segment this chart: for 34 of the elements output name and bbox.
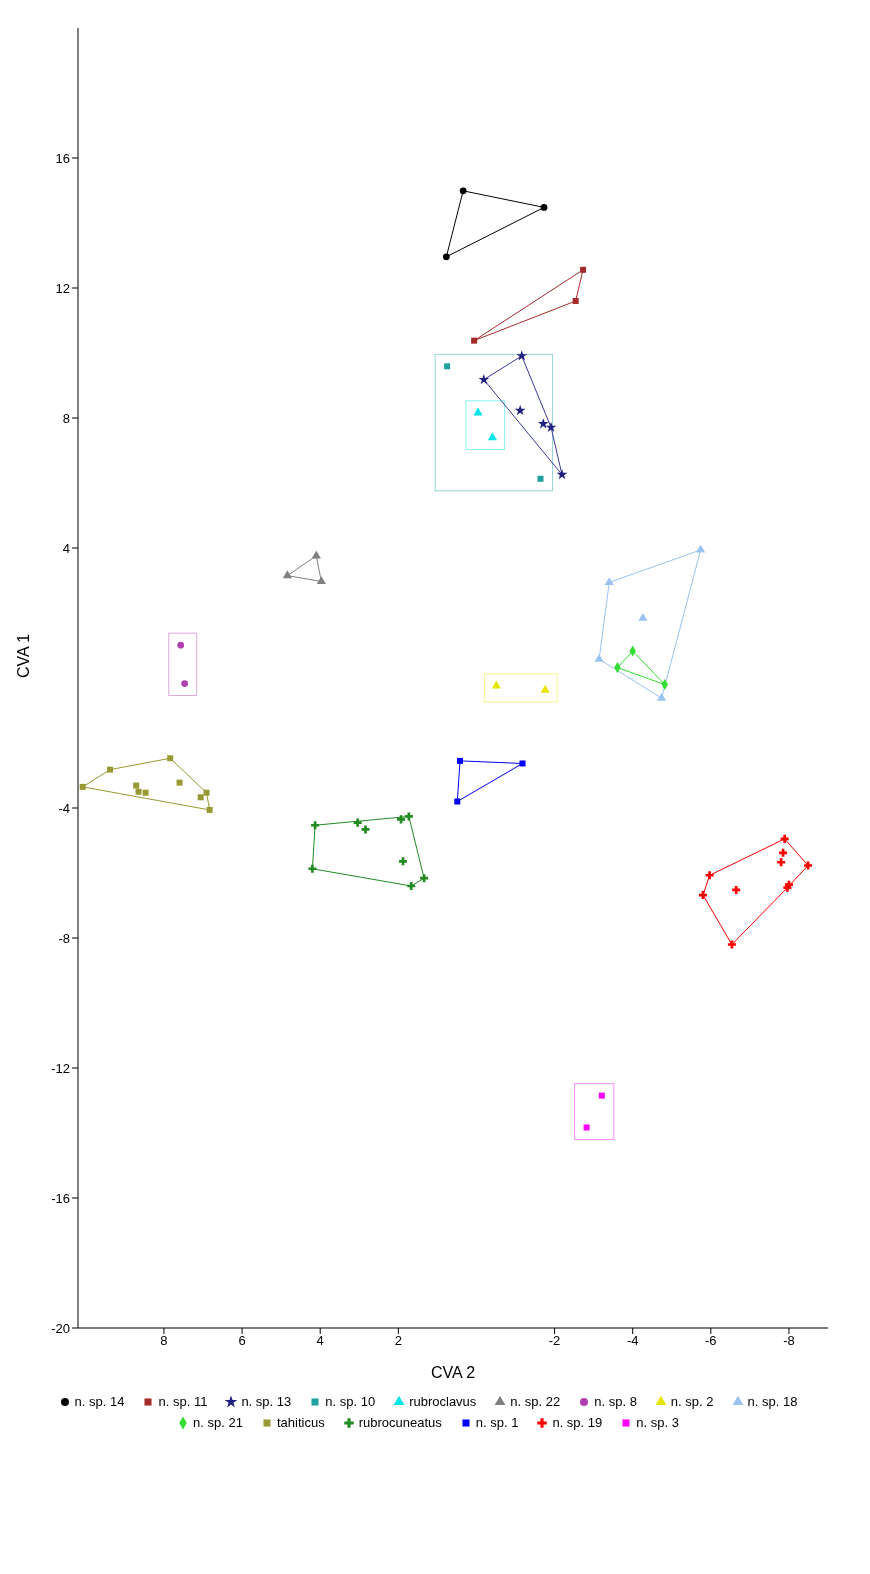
y-tick-label: 16 [55,150,70,166]
legend-label: tahiticus [276,1415,325,1430]
legend-label: n. sp. 10 [325,1394,376,1409]
legend-label: n. sp. 1 [475,1415,519,1430]
y-axis-title: CVA 1 [14,633,32,678]
y-tick-label: 8 [62,410,70,426]
y-tick-label: -12 [51,1060,70,1076]
x-tick-label: -2 [548,1333,561,1349]
legend-label: rubrocuneatus [358,1415,442,1430]
y-tick-label: -8 [58,930,70,946]
legend-label: n. sp. 8 [594,1394,637,1409]
legend-label: n. sp. 21 [193,1415,243,1430]
legend-label: n. sp. 2 [670,1394,714,1409]
legend-label: n. sp. 22 [510,1394,561,1409]
legend-label: n. sp. 3 [636,1415,679,1430]
x-tick-label: 2 [394,1333,402,1349]
legend-label: rubroclavus [409,1394,477,1409]
x-tick-label: 6 [238,1333,246,1349]
legend-label: n. sp. 19 [552,1415,603,1430]
legend-label: n. sp. 18 [747,1394,798,1409]
y-tick-label: -16 [51,1190,70,1206]
x-tick-label: -6 [705,1333,717,1349]
legend-label: n. sp. 14 [74,1394,125,1409]
x-tick-label: -4 [626,1333,639,1349]
y-tick-label: -20 [51,1320,70,1336]
legend-label: n. sp. 13 [241,1394,292,1409]
y-tick-label: 12 [55,280,70,296]
x-tick-label: 8 [160,1333,168,1349]
x-tick-label: 4 [316,1333,324,1349]
x-tick-label: -8 [783,1333,795,1349]
x-axis-title: CVA 2 [430,1364,476,1381]
y-tick-label: -4 [58,800,70,816]
legend-label: n. sp. 11 [158,1394,208,1409]
y-tick-label: 4 [62,540,70,556]
